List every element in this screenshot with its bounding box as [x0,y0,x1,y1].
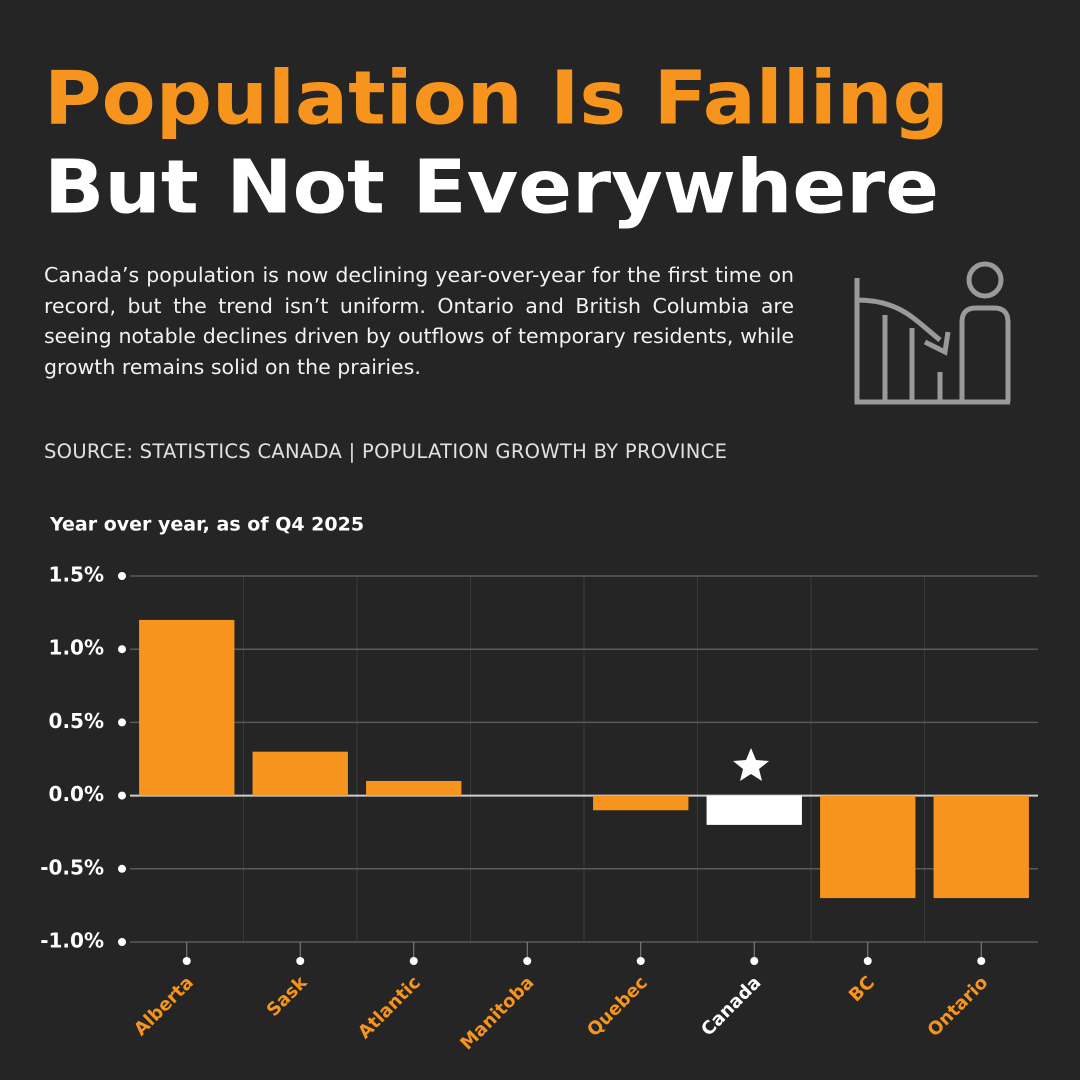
x-tick-label: Canada [697,972,765,1040]
y-tick-label: 0.5% [49,709,104,733]
x-tick-dot [523,957,532,965]
x-tick-label: Ontario [924,972,993,1041]
star-marker [733,748,769,781]
title-line-1: Population Is Falling [44,56,949,142]
x-tick-label: Quebec [583,972,652,1041]
y-tick-label: -1.0% [40,929,104,953]
y-tick-label: 0.0% [49,782,104,806]
bar [820,795,916,899]
bar [366,780,462,796]
y-tick-label: 1.0% [49,636,104,660]
x-tick-dot [409,957,418,965]
bar [252,751,348,796]
description: Canada’s population is now declining yea… [44,263,794,379]
y-tick-dot [118,718,126,727]
y-tick-dot [118,791,126,800]
x-tick-dot [296,957,305,965]
y-tick-label: -0.5% [40,855,104,879]
x-tick-dot [750,957,759,965]
x-tick-label: Atlantic [354,972,425,1043]
y-tick-dot [118,572,126,580]
title-line-2: But Not Everywhere [44,145,939,231]
y-tick-dot [118,938,126,946]
x-tick-dot [182,957,191,965]
chart-subtitle: Year over year, as of Q4 2025 [49,514,364,536]
y-tick-dot [118,864,126,873]
x-tick-label: Manitoba [456,972,538,1054]
bar [139,619,235,796]
x-tick-label: Alberta [130,972,198,1040]
x-tick-dot [977,957,986,965]
x-tick-dot [636,957,645,965]
bar [593,795,689,811]
bar [706,795,802,825]
icon [854,261,1011,405]
y-tick-dot [118,645,126,654]
x-tick-dot [863,957,872,965]
bar [933,795,1029,899]
source: SOURCE: STATISTICS CANADA | POPULATION G… [44,440,728,463]
y-tick-label: 1.5% [49,563,104,587]
x-tick-label: BC [845,972,879,1006]
x-tick-label: Sask [263,971,312,1020]
